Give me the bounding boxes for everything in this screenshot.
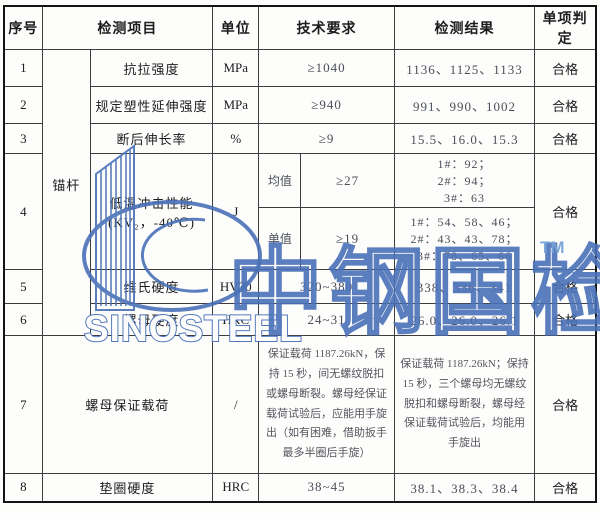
result-cell: 991、990、1002 bbox=[393, 86, 536, 124]
table-row: 7 螺母保证载荷 / 保证载荷 1187.26kN，保持 15 秒，间无螺纹脱扣… bbox=[3, 335, 597, 474]
requirement-cell: 保证载荷 1187.26kN，保持 15 秒，间无螺纹脱扣或螺母断裂。螺母经保证… bbox=[258, 335, 395, 474]
table-row: 6 螺母硬度 HRC 24~31 26.0、26.0、26.1 合格 bbox=[3, 303, 597, 336]
seq-cell: 5 bbox=[3, 269, 43, 304]
item-cell: 垫圈硬度 bbox=[41, 473, 214, 502]
result-cell: 338、336、341 bbox=[393, 269, 536, 304]
table-row: 3 断后伸长率 % ≥9 15.5、16.0、15.3 合格 bbox=[3, 123, 597, 154]
header-result: 检测结果 bbox=[393, 5, 536, 50]
result-cell: 1#：54、58、46； 2#：43、43、78； 3#：78、65、66 bbox=[393, 207, 536, 270]
unit-cell: J bbox=[212, 153, 260, 270]
header-item: 检测项目 bbox=[41, 5, 214, 50]
table-row: 单值 ≥19 1#：54、58、46； 2#：43、43、78； 3#：78、6… bbox=[4, 207, 596, 270]
result-cell: 38.1、38.3、38.4 bbox=[393, 473, 536, 502]
item-cell: 抗拉强度 bbox=[89, 49, 214, 87]
requirement-cell: 24~31 bbox=[258, 303, 395, 336]
result-cell: 15.5、16.0、15.3 bbox=[393, 123, 536, 154]
unit-cell: HV30 bbox=[212, 269, 260, 304]
requirement-cell: ≥19 bbox=[300, 207, 395, 270]
result-cell: 1#：92； 2#：94； 3#：63 bbox=[393, 153, 536, 208]
table-row: 8 垫圈硬度 HRC 38~45 38.1、38.3、38.4 合格 bbox=[3, 473, 597, 502]
seq-cell: 7 bbox=[3, 335, 43, 474]
item-cell: 低温冲击性能 (KV₂，-40℃) bbox=[89, 153, 214, 270]
unit-cell: / bbox=[212, 335, 260, 474]
sub-label-mean: 均值 bbox=[258, 153, 302, 208]
verdict-cell: 合格 bbox=[534, 269, 597, 304]
item-cell: 螺母保证载荷 bbox=[41, 335, 214, 474]
seq-cell: 1 bbox=[3, 49, 43, 87]
verdict-cell: 合格 bbox=[534, 303, 597, 336]
unit-cell: MPa bbox=[212, 86, 260, 124]
seq-cell: 2 bbox=[3, 86, 43, 124]
requirement-cell: ≥27 bbox=[300, 153, 395, 208]
requirement-cell: ≥9 bbox=[258, 123, 395, 154]
unit-cell: HRC bbox=[212, 303, 260, 336]
verdict-cell: 合格 bbox=[534, 49, 597, 87]
item-cell: 螺母硬度 bbox=[89, 303, 214, 336]
verdict-cell: 合格 bbox=[534, 153, 597, 270]
item-cell: 维氏硬度 bbox=[89, 269, 214, 304]
result-cell: 保证载荷 1187.26kN；保持 15 秒，三个螺母均无螺纹脱扣和螺母断裂，螺… bbox=[393, 335, 536, 474]
header-requirement: 技术要求 bbox=[258, 5, 395, 50]
header-verdict: 单项判定 bbox=[534, 5, 597, 50]
unit-cell: HRC bbox=[212, 473, 260, 502]
requirement-cell: ≥940 bbox=[258, 86, 395, 124]
unit-cell: % bbox=[212, 123, 260, 154]
item-cell: 规定塑性延伸强度 bbox=[89, 86, 214, 124]
item-cell: 断后伸长率 bbox=[89, 123, 214, 154]
requirement-cell: ≥1040 bbox=[258, 49, 395, 87]
unit-cell: MPa bbox=[212, 49, 260, 87]
table-row: 4 低温冲击性能 (KV₂，-40℃) J 均值 ≥27 1#：92； 2#：9… bbox=[3, 153, 597, 270]
verdict-cell: 合格 bbox=[534, 86, 597, 124]
group-cell-anchor-rod: 锚杆 bbox=[41, 49, 91, 336]
verdict-cell: 合格 bbox=[534, 473, 597, 502]
sub-label-single: 单值 bbox=[258, 207, 302, 270]
requirement-cell: 320~380 bbox=[258, 269, 395, 304]
table-row: 2 规定塑性延伸强度 MPa ≥940 991、990、1002 合格 bbox=[3, 86, 597, 124]
header-seq: 序号 bbox=[3, 5, 43, 50]
seq-cell: 6 bbox=[3, 303, 43, 336]
requirement-cell: 38~45 bbox=[258, 473, 395, 502]
result-cell: 1136、1125、1133 bbox=[393, 49, 536, 87]
result-cell: 26.0、26.0、26.1 bbox=[393, 303, 536, 336]
seq-cell: 4 bbox=[3, 153, 43, 270]
seq-cell: 8 bbox=[3, 473, 43, 502]
verdict-cell: 合格 bbox=[534, 335, 597, 474]
header-row: 序号 检测项目 单位 技术要求 检测结果 单项判定 bbox=[3, 5, 597, 50]
seq-cell: 3 bbox=[3, 123, 43, 154]
verdict-cell: 合格 bbox=[534, 123, 597, 154]
header-unit: 单位 bbox=[212, 5, 260, 50]
inspection-report-table: 序号 检测项目 单位 技术要求 检测结果 单项判定 1 锚杆 抗拉强度 MPa … bbox=[3, 5, 597, 503]
table-row: 1 锚杆 抗拉强度 MPa ≥1040 1136、1125、1133 合格 bbox=[3, 49, 597, 336]
table-row: 5 维氏硬度 HV30 320~380 338、336、341 合格 bbox=[3, 269, 597, 304]
